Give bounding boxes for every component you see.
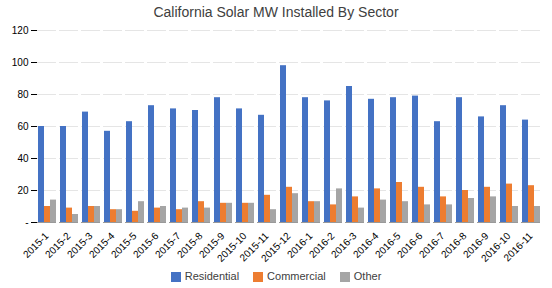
svg-text:2016-5: 2016-5 (372, 230, 403, 260)
svg-text:20: 20 (17, 185, 29, 196)
svg-text:40: 40 (17, 153, 29, 164)
svg-text:2015-1: 2015-1 (20, 230, 51, 260)
svg-text:2016-1: 2016-1 (284, 230, 315, 260)
html-text:California Solar MW Installed: California Solar MW Installed By Sector (153, 4, 399, 20)
svg-text:-: - (25, 217, 28, 228)
svg-text:2015-3: 2015-3 (64, 230, 95, 260)
svg-text:2016-3: 2016-3 (328, 230, 359, 260)
svg-text:2015-4: 2015-4 (86, 230, 117, 260)
svg-text:2015-11: 2015-11 (237, 230, 271, 264)
svg-text:60: 60 (17, 121, 29, 132)
svg-text:2015-8: 2015-8 (174, 230, 205, 260)
svg-text:2015-7: 2015-7 (152, 230, 183, 260)
svg-text:2016-7: 2016-7 (416, 230, 447, 260)
svg-text:2016-10: 2016-10 (478, 230, 513, 264)
svg-text:2016-2: 2016-2 (306, 230, 337, 260)
svg-text:2016-4: 2016-4 (350, 230, 381, 260)
svg-text:2015-9: 2015-9 (196, 230, 227, 260)
svg-text:2015-12: 2015-12 (259, 230, 293, 264)
svg-text:120: 120 (12, 25, 29, 36)
html-text:Commercial: Commercial (267, 270, 326, 282)
html-text:Residential: Residential (184, 270, 240, 282)
svg-text:2016-11: 2016-11 (501, 230, 535, 264)
svg-text:2016-9: 2016-9 (460, 230, 491, 260)
svg-text:2015-6: 2015-6 (130, 230, 161, 260)
svg-text:80: 80 (17, 89, 29, 100)
svg-text:2016-6: 2016-6 (394, 230, 425, 260)
svg-text:2015-10: 2015-10 (214, 230, 249, 264)
svg-text:2015-2: 2015-2 (42, 230, 73, 260)
svg-text:100: 100 (12, 57, 29, 68)
svg-text:2016-8: 2016-8 (438, 230, 469, 260)
svg-text:2015-5: 2015-5 (108, 230, 139, 260)
html-text:Other: Other (353, 270, 382, 282)
